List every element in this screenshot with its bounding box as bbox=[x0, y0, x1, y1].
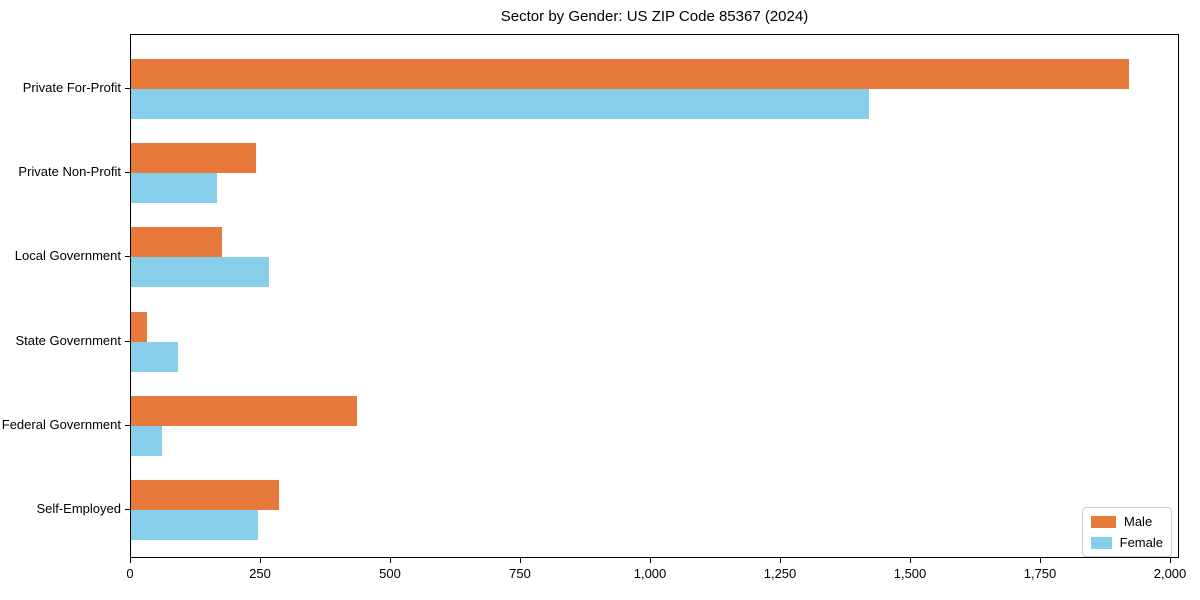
x-tick-mark bbox=[910, 558, 911, 563]
y-tick-mark bbox=[125, 172, 130, 173]
chart-title: Sector by Gender: US ZIP Code 85367 (202… bbox=[500, 8, 809, 25]
legend: Male Female bbox=[1082, 507, 1172, 557]
bar-male-3 bbox=[131, 227, 222, 258]
legend-label-male: Male bbox=[1124, 514, 1153, 529]
y-tick-label: Local Government bbox=[14, 248, 121, 263]
y-tick-label: Private For-Profit bbox=[22, 80, 121, 95]
bar-male-1 bbox=[131, 59, 1129, 89]
bar-female-6 bbox=[131, 510, 258, 540]
plot-area bbox=[130, 34, 1179, 558]
legend-entry-male: Male bbox=[1091, 514, 1163, 529]
y-tick-mark bbox=[125, 256, 130, 257]
legend-swatch-male bbox=[1091, 515, 1116, 528]
bar-female-3 bbox=[131, 257, 269, 288]
x-tick-label: 500 bbox=[379, 566, 401, 581]
x-tick-label: 1,000 bbox=[633, 566, 667, 581]
y-tick-label: State Government bbox=[15, 333, 122, 348]
bar-female-5 bbox=[131, 425, 162, 456]
y-tick-label: Private Non-Profit bbox=[18, 164, 121, 179]
x-tick-label: 0 bbox=[126, 566, 134, 581]
legend-label-female: Female bbox=[1119, 535, 1163, 550]
x-tick-mark bbox=[1170, 558, 1171, 563]
x-tick-label: 1,250 bbox=[763, 566, 797, 581]
bar-female-2 bbox=[131, 173, 217, 204]
x-tick-mark bbox=[650, 558, 651, 563]
y-tick-mark bbox=[125, 509, 130, 510]
x-tick-mark bbox=[780, 558, 781, 563]
y-tick-mark bbox=[125, 425, 130, 426]
legend-swatch-female bbox=[1091, 536, 1112, 549]
x-tick-mark bbox=[260, 558, 261, 563]
y-tick-mark bbox=[125, 88, 130, 89]
x-tick-mark bbox=[1040, 558, 1041, 563]
bar-male-6 bbox=[131, 480, 279, 510]
x-tick-label: 250 bbox=[249, 566, 271, 581]
bar-female-4 bbox=[131, 341, 178, 372]
bar-male-5 bbox=[131, 395, 357, 426]
bar-female-1 bbox=[131, 89, 869, 119]
x-tick-label: 2,000 bbox=[1153, 566, 1187, 581]
y-tick-mark bbox=[125, 341, 130, 342]
legend-entry-female: Female bbox=[1091, 535, 1163, 550]
x-tick-label: 750 bbox=[509, 566, 531, 581]
bar-male-4 bbox=[131, 311, 147, 342]
x-tick-mark bbox=[390, 558, 391, 563]
x-tick-label: 1,750 bbox=[1023, 566, 1057, 581]
y-tick-label: Federal Government bbox=[1, 417, 121, 432]
x-tick-mark bbox=[130, 558, 131, 563]
bar-male-2 bbox=[131, 143, 256, 174]
x-tick-mark bbox=[520, 558, 521, 563]
y-tick-label: Self-Employed bbox=[36, 501, 121, 516]
x-tick-label: 1,500 bbox=[893, 566, 927, 581]
